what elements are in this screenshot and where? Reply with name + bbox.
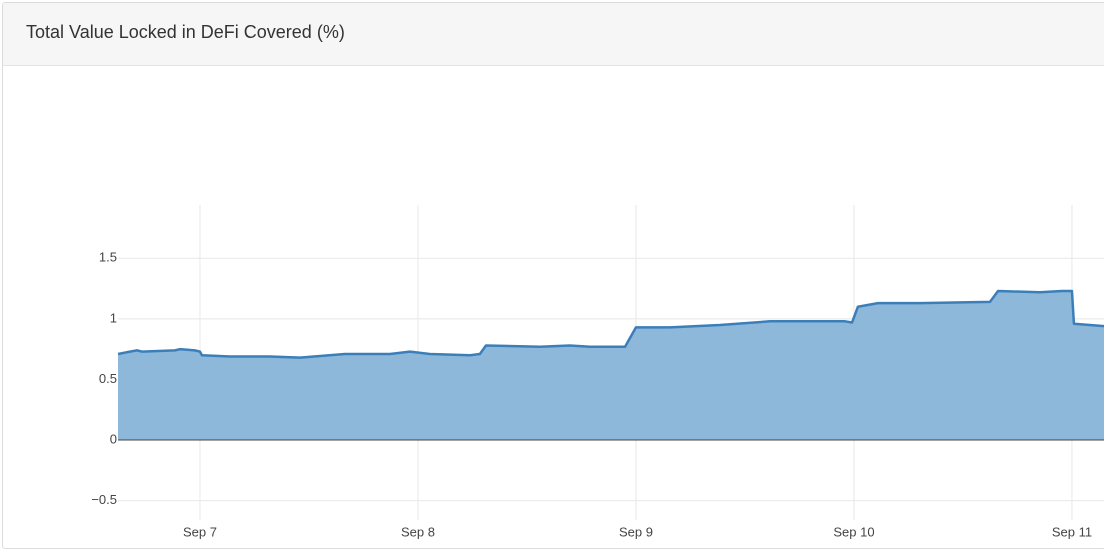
x-tick-label: Sep 10 (833, 524, 874, 539)
area-line (117, 289, 1104, 359)
x-tick-label: Sep 7 (183, 524, 217, 539)
y-tick-label: 1 (110, 310, 117, 325)
y-tick-label: 0 (110, 431, 117, 446)
x-tick-label: Sep 8 (401, 524, 435, 539)
chart-title: Total Value Locked in DeFi Covered (%) (26, 22, 345, 42)
card-header (3, 3, 1104, 66)
x-tick-label: Sep 11 (1052, 524, 1092, 539)
x-tick-label: Sep 9 (619, 524, 653, 539)
y-tick-label: 1.5 (99, 250, 117, 265)
y-tick-label: −0.5 (91, 492, 117, 507)
area-fill (118, 291, 1104, 441)
y-tick-label: 0.5 (99, 371, 117, 386)
